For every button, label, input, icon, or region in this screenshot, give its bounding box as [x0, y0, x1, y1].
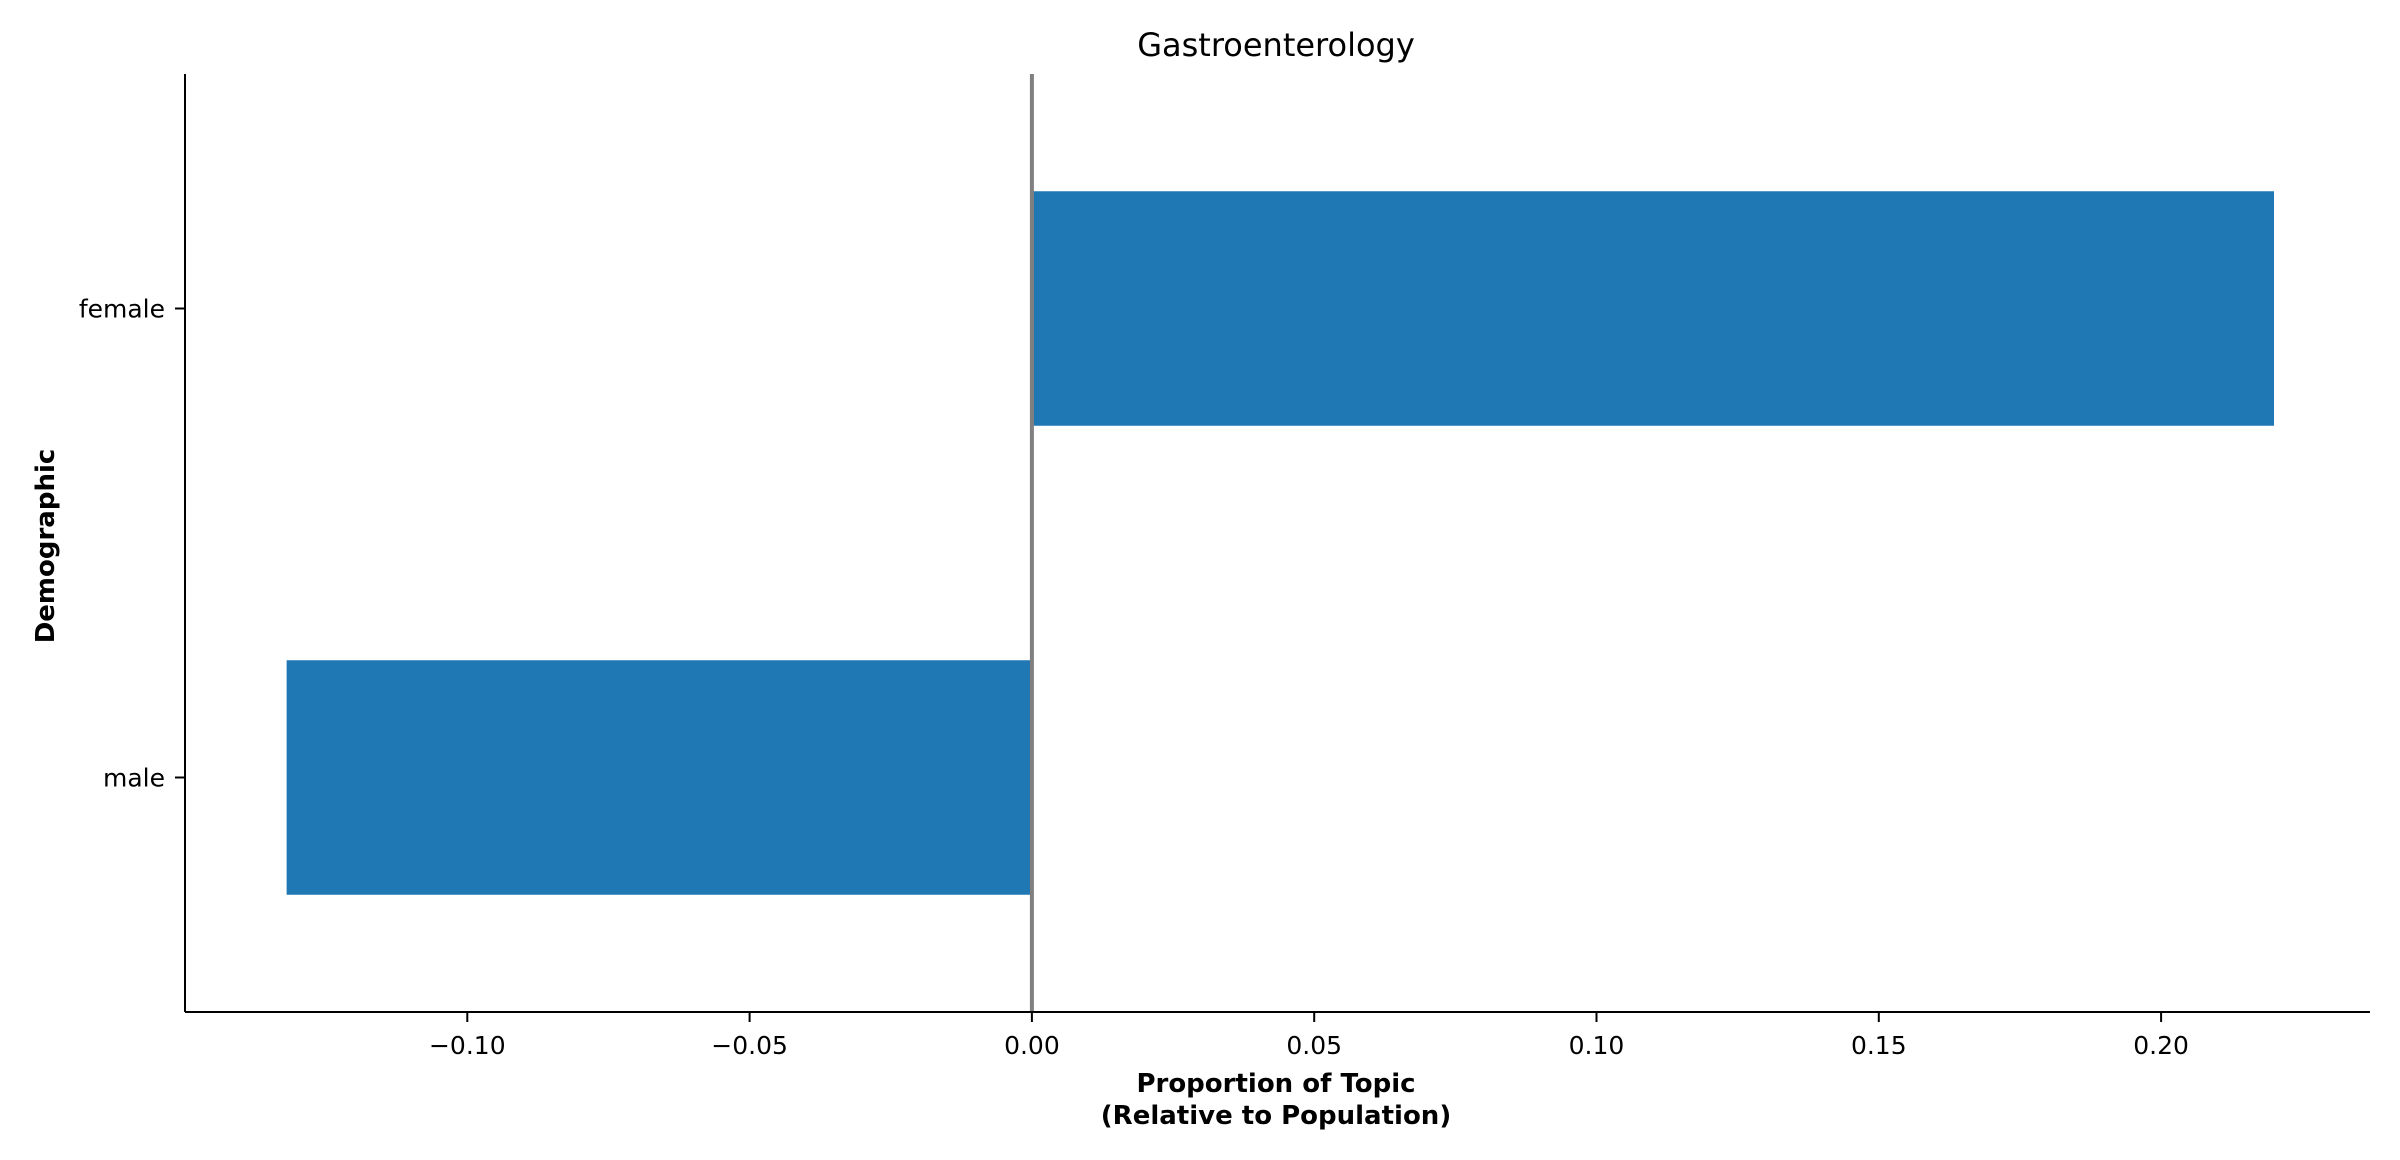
- x-tick-label: 0.00: [1004, 1031, 1060, 1060]
- axes-group: [184, 74, 2370, 1013]
- bars-group: [286, 191, 2275, 895]
- chart-title: Gastroenterology: [1137, 26, 1415, 64]
- x-tick-label: 0.20: [2133, 1031, 2189, 1060]
- bar-female: [1031, 191, 2275, 426]
- x-axis-label-line1: Proportion of Topic: [1136, 1069, 1415, 1099]
- y-ticks-group: female male: [79, 295, 185, 793]
- x-tick-label: −0.05: [711, 1031, 788, 1060]
- x-tick-label: 0.10: [1569, 1031, 1625, 1060]
- x-tick-label: 0.15: [1851, 1031, 1907, 1060]
- x-tick-label: 0.05: [1286, 1031, 1342, 1060]
- y-tick-label-male: male: [103, 764, 165, 793]
- x-axis-label-line2: (Relative to Population): [1101, 1101, 1451, 1131]
- bar-male: [286, 660, 1032, 895]
- x-ticks-group: −0.10 −0.05 0.00 0.05 0.10 0.15 0.20: [429, 1012, 2189, 1060]
- y-tick-label-female: female: [79, 295, 165, 324]
- x-tick-label: −0.10: [429, 1031, 506, 1060]
- y-axis-label: Demographic: [31, 449, 61, 644]
